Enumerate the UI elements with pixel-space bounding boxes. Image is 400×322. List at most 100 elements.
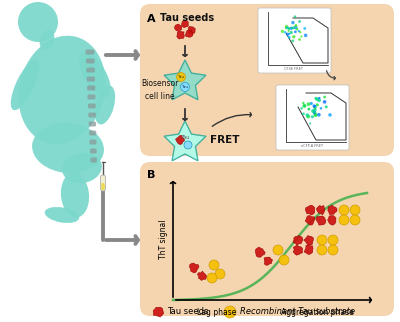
Circle shape xyxy=(288,30,290,32)
Circle shape xyxy=(291,27,293,29)
Polygon shape xyxy=(164,121,206,161)
Circle shape xyxy=(312,104,316,108)
Circle shape xyxy=(288,27,290,30)
Circle shape xyxy=(287,27,290,29)
Text: eCFP-A FRET: eCFP-A FRET xyxy=(301,144,323,148)
Circle shape xyxy=(299,31,302,33)
Polygon shape xyxy=(176,136,184,145)
Polygon shape xyxy=(293,235,303,245)
Polygon shape xyxy=(264,257,272,265)
Circle shape xyxy=(291,40,294,42)
Circle shape xyxy=(339,205,349,215)
Circle shape xyxy=(288,36,291,39)
FancyBboxPatch shape xyxy=(90,157,97,163)
Text: Tau: Tau xyxy=(178,75,184,79)
FancyBboxPatch shape xyxy=(140,4,394,156)
Polygon shape xyxy=(153,307,164,317)
Ellipse shape xyxy=(18,36,106,144)
FancyBboxPatch shape xyxy=(89,130,96,136)
Polygon shape xyxy=(304,245,313,254)
Polygon shape xyxy=(304,235,314,245)
Circle shape xyxy=(292,35,296,39)
Text: FRET: FRET xyxy=(210,135,240,145)
Circle shape xyxy=(312,111,315,114)
Circle shape xyxy=(313,111,316,115)
Circle shape xyxy=(273,245,283,255)
Circle shape xyxy=(313,110,316,113)
Circle shape xyxy=(303,27,306,30)
Circle shape xyxy=(292,26,295,29)
Text: Tau seeds: Tau seeds xyxy=(167,308,208,317)
Polygon shape xyxy=(188,26,196,33)
Text: Biosensor
cell line: Biosensor cell line xyxy=(141,79,179,101)
FancyBboxPatch shape xyxy=(86,59,95,63)
Polygon shape xyxy=(316,216,326,225)
FancyBboxPatch shape xyxy=(101,183,105,190)
Circle shape xyxy=(215,269,225,279)
Circle shape xyxy=(323,96,326,99)
Polygon shape xyxy=(197,271,207,280)
Circle shape xyxy=(286,33,289,36)
FancyBboxPatch shape xyxy=(90,139,96,145)
Circle shape xyxy=(300,35,302,38)
Circle shape xyxy=(304,33,308,37)
FancyBboxPatch shape xyxy=(90,148,97,154)
Circle shape xyxy=(209,260,219,270)
Circle shape xyxy=(306,114,310,118)
Polygon shape xyxy=(177,31,184,39)
Polygon shape xyxy=(174,24,182,31)
Circle shape xyxy=(316,103,319,106)
Circle shape xyxy=(302,112,305,115)
Circle shape xyxy=(290,27,293,30)
Circle shape xyxy=(318,97,320,99)
Circle shape xyxy=(298,38,301,41)
Circle shape xyxy=(311,115,314,118)
FancyBboxPatch shape xyxy=(100,175,106,191)
Circle shape xyxy=(307,102,310,106)
Text: Tau seeds: Tau seeds xyxy=(160,13,214,23)
Ellipse shape xyxy=(45,207,79,223)
Ellipse shape xyxy=(32,123,104,173)
Ellipse shape xyxy=(79,53,111,97)
Circle shape xyxy=(285,25,288,28)
Circle shape xyxy=(310,102,313,105)
Polygon shape xyxy=(316,205,325,215)
Polygon shape xyxy=(186,30,193,37)
Circle shape xyxy=(350,205,360,215)
Circle shape xyxy=(350,215,360,225)
Polygon shape xyxy=(328,205,337,215)
Circle shape xyxy=(288,33,290,35)
Polygon shape xyxy=(293,245,302,255)
Circle shape xyxy=(184,141,192,149)
Circle shape xyxy=(315,97,319,101)
Circle shape xyxy=(314,97,317,100)
Text: Recombinant Tau substrate: Recombinant Tau substrate xyxy=(240,308,355,317)
Ellipse shape xyxy=(61,173,89,217)
Text: Tau: Tau xyxy=(181,135,189,139)
Circle shape xyxy=(281,30,284,33)
Circle shape xyxy=(294,30,297,33)
Polygon shape xyxy=(328,215,336,225)
Circle shape xyxy=(291,21,295,24)
FancyBboxPatch shape xyxy=(87,77,95,81)
FancyBboxPatch shape xyxy=(87,86,95,90)
FancyBboxPatch shape xyxy=(88,94,96,99)
Text: B: B xyxy=(147,170,155,180)
Circle shape xyxy=(317,235,327,245)
Circle shape xyxy=(323,100,326,104)
Circle shape xyxy=(296,28,298,31)
Polygon shape xyxy=(182,21,188,28)
Polygon shape xyxy=(305,216,315,225)
Circle shape xyxy=(302,102,304,104)
Circle shape xyxy=(285,26,288,29)
Circle shape xyxy=(317,245,327,255)
Circle shape xyxy=(303,105,306,107)
FancyBboxPatch shape xyxy=(89,121,96,127)
Ellipse shape xyxy=(95,86,115,125)
Circle shape xyxy=(313,112,316,115)
Circle shape xyxy=(279,255,289,265)
Text: CFSE FRET: CFSE FRET xyxy=(284,67,304,71)
Circle shape xyxy=(290,31,293,34)
Circle shape xyxy=(314,114,316,117)
Circle shape xyxy=(317,113,321,117)
